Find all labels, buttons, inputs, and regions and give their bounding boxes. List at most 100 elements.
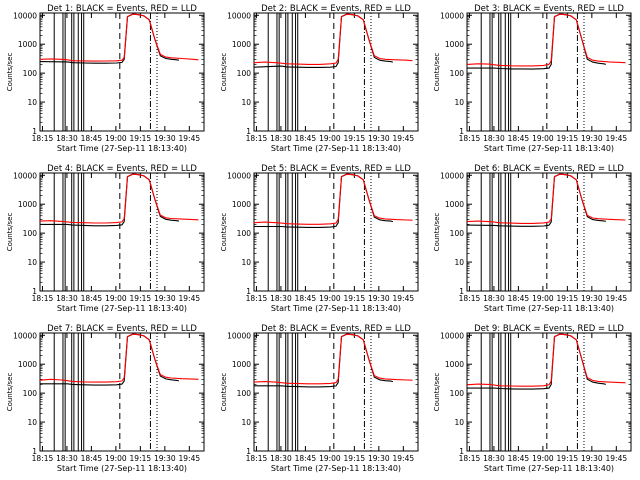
series-events: [39, 13, 179, 64]
x-tick-label: 18:45: [508, 294, 530, 303]
panel-det-7: Det 7: BLACK = Events, RED = LLD 1 10 100 10…: [6, 324, 205, 473]
y-tick-label: 10: [27, 418, 37, 427]
x-tick-label: 19:15: [130, 294, 152, 303]
y-tick-label: 1000: [232, 40, 251, 49]
x-tick-label: 19:15: [557, 294, 579, 303]
x-tick-label: 18:15: [459, 294, 481, 303]
x-tick-label: 18:45: [508, 454, 530, 463]
x-tick-label: 19:30: [581, 454, 603, 463]
x-tick-label: 18:45: [81, 294, 103, 303]
series-events: [467, 13, 607, 70]
x-tick-label: 19:45: [606, 454, 628, 463]
plot-frame: [253, 332, 419, 452]
y-tick-label: 10: [454, 418, 464, 427]
panel-title: Det 5: BLACK = Events, RED = LLD: [261, 164, 411, 174]
x-tick-label: 19:00: [105, 294, 127, 303]
x-tick-label: 18:30: [270, 294, 292, 303]
y-tick-label: 100: [450, 69, 465, 78]
panel-title: Det 8: BLACK = Events, RED = LLD: [261, 324, 411, 334]
panel-det-1: Det 1: BLACK = Events, RED = LLD 1 10 100 10…: [6, 4, 205, 153]
plot-frame: [39, 12, 205, 132]
panel-det-6: Det 6: BLACK = Events, RED = LLD 1 10 100 10…: [433, 164, 632, 313]
x-tick-label: 19:00: [532, 454, 554, 463]
x-tick-label: 19:30: [368, 294, 390, 303]
x-tick-label: 19:45: [393, 454, 415, 463]
series-lld: [253, 13, 413, 65]
x-tick-label: 19:00: [532, 134, 554, 143]
series-lld: [466, 173, 626, 224]
x-tick-label: 18:45: [295, 134, 317, 143]
series-events: [254, 333, 394, 388]
x-tick-label: 18:15: [32, 294, 54, 303]
panel-det-8: Det 8: BLACK = Events, RED = LLD 1 10 100 10…: [220, 324, 419, 473]
y-axis-label: Counts/sec: [433, 213, 441, 252]
y-tick-label: 1: [246, 287, 251, 296]
x-tick-label: 19:15: [557, 134, 579, 143]
x-tick-label: 18:30: [483, 134, 505, 143]
x-tick-label: 18:15: [459, 454, 481, 463]
series-lld: [466, 13, 626, 67]
y-tick-label: 1000: [18, 40, 37, 49]
y-tick-label: 100: [23, 69, 38, 78]
series-events: [254, 173, 394, 228]
x-tick-label: 19:00: [319, 134, 341, 143]
series-events: [466, 173, 607, 227]
panel-title: Det 2: BLACK = Events, RED = LLD: [261, 4, 411, 14]
x-tick-label: 19:00: [532, 294, 554, 303]
x-tick-label: 18:30: [56, 454, 78, 463]
y-tick-label: 10000: [440, 11, 464, 20]
y-tick-label: 10: [241, 258, 251, 267]
y-tick-label: 1: [459, 287, 464, 296]
x-axis-label: Start Time (27-Sep-11 18:13:40): [484, 144, 614, 153]
x-tick-label: 19:45: [179, 294, 201, 303]
x-axis-label: Start Time (27-Sep-11 18:13:40): [271, 304, 401, 313]
y-tick-label: 1: [32, 447, 37, 456]
series-lld: [253, 333, 413, 385]
x-tick-label: 19:30: [154, 134, 176, 143]
x-tick-label: 19:30: [368, 134, 390, 143]
x-tick-label: 19:30: [581, 134, 603, 143]
y-tick-label: 10: [241, 418, 251, 427]
y-tick-label: 1: [246, 447, 251, 456]
y-tick-label: 10000: [13, 11, 37, 20]
y-tick-label: 100: [23, 389, 38, 398]
x-tick-label: 18:15: [32, 134, 54, 143]
x-tick-label: 19:45: [606, 294, 628, 303]
y-tick-label: 10000: [227, 331, 251, 340]
series-events: [40, 333, 180, 386]
x-tick-label: 19:15: [130, 454, 152, 463]
y-tick-label: 1: [32, 287, 37, 296]
series-lld: [39, 333, 199, 383]
y-tick-label: 10000: [440, 331, 464, 340]
x-tick-label: 19:00: [319, 294, 341, 303]
y-axis-label: Counts/sec: [6, 373, 14, 412]
x-tick-label: 18:45: [508, 134, 530, 143]
y-tick-label: 1000: [232, 360, 251, 369]
series-lld: [253, 173, 413, 225]
x-tick-label: 18:15: [246, 134, 268, 143]
plot-frame: [253, 12, 419, 132]
y-tick-label: 1: [459, 127, 464, 136]
y-tick-label: 10: [27, 258, 37, 267]
y-tick-label: 10: [27, 98, 37, 107]
x-tick-label: 18:30: [56, 294, 78, 303]
x-tick-label: 19:45: [179, 134, 201, 143]
y-tick-label: 100: [450, 229, 465, 238]
y-tick-label: 1: [32, 127, 37, 136]
x-tick-label: 18:15: [246, 294, 268, 303]
y-axis-label: Counts/sec: [6, 53, 14, 92]
y-tick-label: 1000: [232, 200, 251, 209]
panel-det-4: Det 4: BLACK = Events, RED = LLD 1 10 100 10…: [6, 164, 205, 313]
y-tick-label: 100: [237, 69, 252, 78]
x-tick-label: 19:30: [154, 454, 176, 463]
y-tick-label: 10000: [13, 171, 37, 180]
series-events: [40, 173, 179, 227]
series-events: [467, 333, 607, 390]
series-events: [253, 13, 394, 68]
panel-title: Det 4: BLACK = Events, RED = LLD: [47, 164, 197, 174]
x-tick-label: 19:45: [393, 294, 415, 303]
plot-frame: [466, 172, 632, 292]
y-tick-label: 10000: [227, 171, 251, 180]
panel-det-2: Det 2: BLACK = Events, RED = LLD 1 10 100 10…: [220, 4, 419, 153]
panel-title: Det 1: BLACK = Events, RED = LLD: [47, 4, 197, 14]
